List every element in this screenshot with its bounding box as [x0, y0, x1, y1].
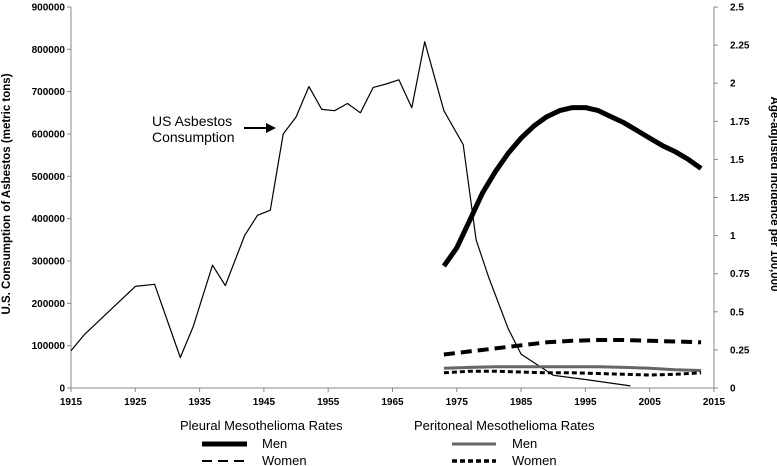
y-right-tick-label: 0.75 — [730, 269, 750, 280]
y-right-tick-label: 2.25 — [730, 41, 750, 52]
x-tick-label: 1945 — [253, 397, 276, 408]
y-left-tick-label: 0 — [59, 384, 65, 395]
y-left-tick-label: 700000 — [32, 87, 66, 98]
y-left-tick-label: 300000 — [32, 257, 66, 268]
y-axis-left-title: U.S. Consumption of Asbestos (metric ton… — [1, 73, 13, 314]
legend-peritoneal-title: Peritoneal Mesothelioma Rates — [414, 418, 595, 433]
y-left-tick-label: 100000 — [32, 341, 66, 352]
x-tick-label: 1965 — [381, 397, 404, 408]
x-tick-label: 1975 — [446, 397, 469, 408]
x-tick-label: 1995 — [574, 397, 597, 408]
annotation-line-2: Consumption — [152, 129, 235, 145]
series-line-2 — [443, 338, 702, 357]
annotation: US Asbestos Consumption — [152, 113, 276, 145]
series-line-0 — [70, 41, 631, 387]
y-right-tick-label: 0 — [730, 384, 736, 395]
x-tick-label: 1925 — [124, 397, 147, 408]
y-right-tick-label: 0.5 — [730, 307, 744, 318]
y-right-tick-label: 1.25 — [730, 193, 750, 204]
annotation-line-1: US Asbestos — [152, 113, 232, 129]
x-tick-label: 1935 — [188, 397, 211, 408]
y-left-tick-label: 800000 — [32, 45, 66, 56]
legend-peritoneal-men-label: Men — [512, 436, 537, 451]
x-tick-label: 2015 — [703, 397, 726, 408]
y-right-tick-label: 2.5 — [730, 3, 744, 14]
legend-pleural-title: Pleural Mesothelioma Rates — [180, 418, 343, 433]
series-lines — [70, 41, 703, 387]
y-left-tick-label: 200000 — [32, 299, 66, 310]
y-right-tick-label: 1 — [730, 231, 736, 242]
legend-peritoneal-women-label: Women — [512, 453, 557, 466]
y-axis-right-title: Age-adjusted Incidence per 100,000 — [768, 97, 777, 292]
series-line-4 — [443, 369, 702, 377]
y-right-tick-label: 1.75 — [730, 117, 750, 128]
legend: Pleural Mesothelioma Rates Men Women Per… — [180, 418, 595, 466]
series-line-3 — [443, 365, 702, 372]
y-right-tick-label: 0.25 — [730, 345, 750, 356]
x-tick-label: 1955 — [317, 397, 340, 408]
y-right-tick-label: 2 — [730, 79, 736, 90]
annotation-arrow-head — [266, 123, 276, 133]
legend-pleural-women-label: Women — [262, 453, 307, 466]
legend-pleural-men-label: Men — [262, 436, 287, 451]
y-left-tick-label: 400000 — [32, 214, 66, 225]
y-left-tick-label: 500000 — [32, 172, 66, 183]
y-left-tick-label: 900000 — [32, 3, 66, 14]
x-tick-label: 1985 — [510, 397, 533, 408]
y-right-tick-label: 1.5 — [730, 155, 744, 166]
x-tick-label: 2005 — [639, 397, 662, 408]
x-tick-label: 1915 — [60, 397, 83, 408]
tick-labels: 1915 1925 1935 1945 1955 1965 1975 1985 1995 2005… — [32, 3, 750, 409]
series-line-1 — [441, 105, 703, 268]
axes — [67, 6, 718, 392]
y-left-tick-label: 600000 — [32, 130, 66, 141]
